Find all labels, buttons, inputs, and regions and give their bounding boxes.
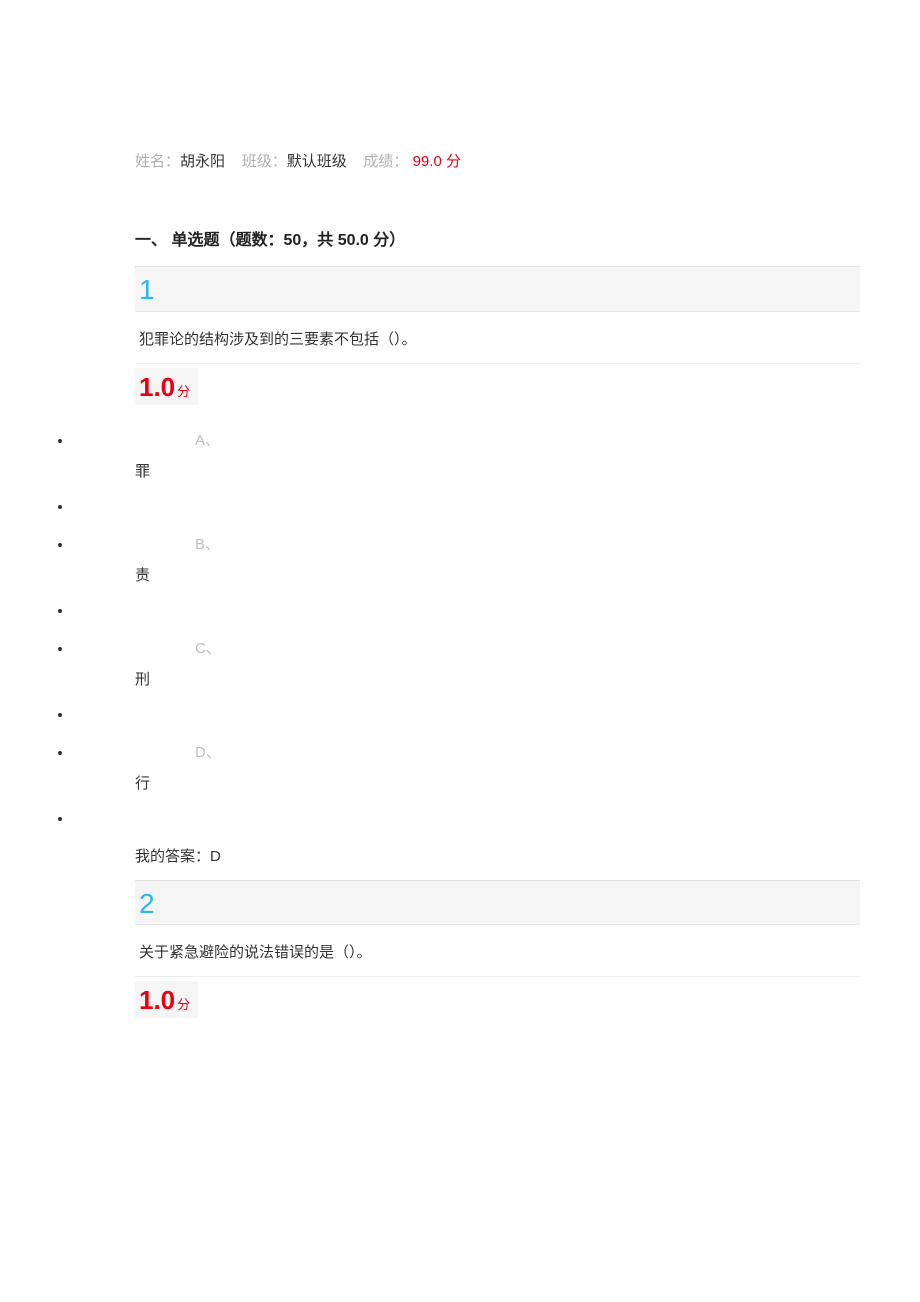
question-score-value: 1.0 (139, 985, 175, 1015)
option-letter: B、 (195, 533, 860, 554)
list-item (73, 603, 860, 619)
list-item: A、 罪 (73, 429, 860, 481)
option-text: 刑 (135, 668, 860, 689)
question-number-bar: 2 (135, 880, 860, 926)
options-list: A、 罪 B、 责 C、 刑 D、 行 (73, 429, 860, 827)
class-label: 班级： (242, 153, 287, 170)
question-score-unit: 分 (177, 997, 190, 1012)
my-answer-value: D (210, 848, 221, 865)
question-text: 关于紧急避险的说法错误的是（）。 (135, 927, 860, 977)
score-value: 99.0 分 (413, 153, 461, 170)
class-value: 默认班级 (287, 153, 347, 170)
list-item: C、 刑 (73, 637, 860, 689)
my-answer-line: 我的答案：D (135, 845, 860, 866)
list-item (73, 707, 860, 723)
section-title: 一、 单选题（题数：50，共 50.0 分） (135, 226, 860, 250)
list-item: D、 行 (73, 741, 860, 793)
score-label: 成绩： (363, 153, 408, 170)
name-value: 胡永阳 (180, 153, 225, 170)
page: 姓名：胡永阳 班级：默认班级 成绩： 99.0 分 一、 单选题（题数：50，共… (0, 0, 920, 1302)
list-item (73, 499, 860, 515)
question-score-unit: 分 (177, 384, 190, 399)
option-text: 行 (135, 772, 860, 793)
option-text: 罪 (135, 460, 860, 481)
option-letter: A、 (195, 429, 860, 450)
content-area: 姓名：胡永阳 班级：默认班级 成绩： 99.0 分 一、 单选题（题数：50，共… (135, 150, 860, 1042)
list-item: B、 责 (73, 533, 860, 585)
my-answer-label: 我的答案： (135, 848, 210, 865)
question-score-bar: 1.0分 (135, 981, 198, 1018)
list-item (73, 811, 860, 827)
question-number: 1 (139, 274, 155, 305)
question-score-value: 1.0 (139, 372, 175, 402)
option-text: 责 (135, 564, 860, 585)
student-info-line: 姓名：胡永阳 班级：默认班级 成绩： 99.0 分 (135, 150, 860, 171)
option-letter: D、 (195, 741, 860, 762)
name-label: 姓名： (135, 153, 180, 170)
option-letter: C、 (195, 637, 860, 658)
question-score-bar: 1.0分 (135, 368, 198, 405)
question-number: 2 (139, 888, 155, 919)
question-number-bar: 1 (135, 266, 860, 312)
question-text: 犯罪论的结构涉及到的三要素不包括（）。 (135, 314, 860, 364)
